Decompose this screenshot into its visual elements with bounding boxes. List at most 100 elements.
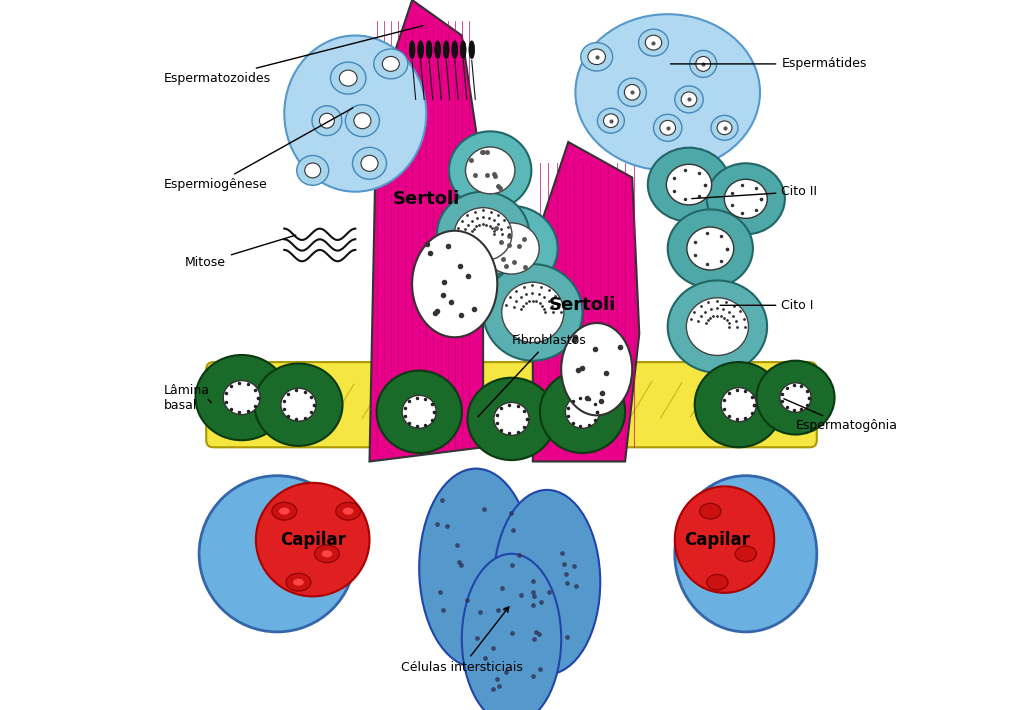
Ellipse shape bbox=[465, 147, 515, 194]
Text: Capilar: Capilar bbox=[684, 530, 750, 549]
Ellipse shape bbox=[297, 155, 328, 185]
Ellipse shape bbox=[461, 554, 562, 710]
Ellipse shape bbox=[353, 147, 387, 179]
Ellipse shape bbox=[707, 163, 785, 234]
Ellipse shape bbox=[597, 109, 624, 133]
Ellipse shape bbox=[286, 574, 311, 591]
Ellipse shape bbox=[272, 503, 297, 520]
Ellipse shape bbox=[707, 574, 728, 590]
Ellipse shape bbox=[469, 40, 475, 59]
Ellipse shape bbox=[330, 62, 366, 94]
Ellipse shape bbox=[294, 579, 304, 586]
Ellipse shape bbox=[373, 49, 408, 79]
Text: Capilar: Capilar bbox=[279, 530, 346, 549]
Ellipse shape bbox=[654, 114, 682, 141]
Ellipse shape bbox=[566, 395, 599, 428]
Ellipse shape bbox=[501, 282, 564, 342]
Ellipse shape bbox=[312, 106, 342, 136]
Polygon shape bbox=[533, 142, 639, 462]
Ellipse shape bbox=[343, 508, 354, 515]
Ellipse shape bbox=[700, 503, 721, 519]
Ellipse shape bbox=[340, 70, 357, 86]
Ellipse shape bbox=[686, 227, 733, 270]
Ellipse shape bbox=[756, 361, 835, 435]
Ellipse shape bbox=[427, 40, 432, 59]
Ellipse shape bbox=[668, 209, 753, 288]
Ellipse shape bbox=[483, 264, 582, 361]
Ellipse shape bbox=[666, 164, 712, 205]
Ellipse shape bbox=[646, 36, 662, 50]
Ellipse shape bbox=[255, 364, 343, 446]
Ellipse shape bbox=[604, 114, 618, 128]
Ellipse shape bbox=[314, 545, 340, 562]
Ellipse shape bbox=[618, 78, 647, 106]
Ellipse shape bbox=[419, 469, 533, 667]
Ellipse shape bbox=[409, 40, 415, 59]
Ellipse shape bbox=[199, 476, 355, 632]
Ellipse shape bbox=[279, 508, 290, 515]
Ellipse shape bbox=[711, 115, 738, 141]
Polygon shape bbox=[369, 0, 483, 462]
Ellipse shape bbox=[581, 43, 613, 71]
Ellipse shape bbox=[721, 388, 756, 422]
Ellipse shape bbox=[695, 362, 783, 447]
Ellipse shape bbox=[223, 381, 260, 415]
Ellipse shape bbox=[346, 104, 380, 136]
Ellipse shape bbox=[435, 40, 441, 59]
Ellipse shape bbox=[624, 84, 640, 100]
Ellipse shape bbox=[195, 355, 287, 440]
Ellipse shape bbox=[336, 503, 361, 520]
Ellipse shape bbox=[494, 403, 529, 435]
Ellipse shape bbox=[321, 550, 332, 557]
Text: Espermatozoides: Espermatozoides bbox=[164, 26, 424, 84]
Text: Lâmina
basal: Lâmina basal bbox=[164, 383, 210, 412]
Ellipse shape bbox=[383, 56, 399, 71]
Ellipse shape bbox=[696, 57, 711, 71]
Text: Cito I: Cito I bbox=[720, 299, 813, 312]
Ellipse shape bbox=[484, 223, 539, 274]
Text: Cito II: Cito II bbox=[692, 185, 817, 199]
Text: Sertoli: Sertoli bbox=[549, 296, 616, 315]
Ellipse shape bbox=[780, 383, 811, 413]
Ellipse shape bbox=[468, 378, 555, 460]
Ellipse shape bbox=[452, 40, 457, 59]
Text: Espermatogônia: Espermatogônia bbox=[784, 399, 897, 432]
Ellipse shape bbox=[675, 86, 703, 113]
Ellipse shape bbox=[717, 121, 731, 135]
Text: Sertoli: Sertoli bbox=[393, 190, 460, 208]
Ellipse shape bbox=[660, 121, 675, 135]
Ellipse shape bbox=[690, 50, 717, 77]
Ellipse shape bbox=[562, 323, 632, 415]
Ellipse shape bbox=[417, 40, 424, 59]
Ellipse shape bbox=[412, 231, 497, 337]
Ellipse shape bbox=[588, 49, 606, 65]
Text: Mitose: Mitose bbox=[185, 235, 296, 269]
Ellipse shape bbox=[648, 148, 730, 222]
Ellipse shape bbox=[575, 14, 760, 170]
Ellipse shape bbox=[460, 40, 466, 59]
Ellipse shape bbox=[675, 476, 816, 632]
Ellipse shape bbox=[284, 36, 427, 192]
Ellipse shape bbox=[724, 179, 767, 219]
Ellipse shape bbox=[449, 131, 531, 209]
Ellipse shape bbox=[361, 155, 379, 171]
Text: Células intersticiais: Células intersticiais bbox=[401, 607, 523, 674]
Ellipse shape bbox=[668, 280, 767, 373]
Ellipse shape bbox=[354, 113, 371, 129]
Ellipse shape bbox=[402, 395, 436, 428]
Ellipse shape bbox=[638, 29, 668, 56]
Ellipse shape bbox=[686, 297, 749, 356]
Ellipse shape bbox=[465, 206, 558, 291]
Ellipse shape bbox=[540, 371, 625, 453]
Ellipse shape bbox=[376, 371, 461, 453]
Text: Espermátides: Espermátides bbox=[670, 58, 866, 70]
Ellipse shape bbox=[736, 546, 756, 562]
Ellipse shape bbox=[256, 483, 369, 596]
Text: Fibroblastos: Fibroblastos bbox=[478, 334, 586, 417]
Ellipse shape bbox=[494, 490, 601, 674]
Text: Espermiogênese: Espermiogênese bbox=[164, 108, 353, 191]
FancyBboxPatch shape bbox=[207, 362, 816, 447]
Ellipse shape bbox=[675, 486, 774, 593]
Ellipse shape bbox=[681, 92, 697, 106]
Ellipse shape bbox=[305, 163, 320, 178]
